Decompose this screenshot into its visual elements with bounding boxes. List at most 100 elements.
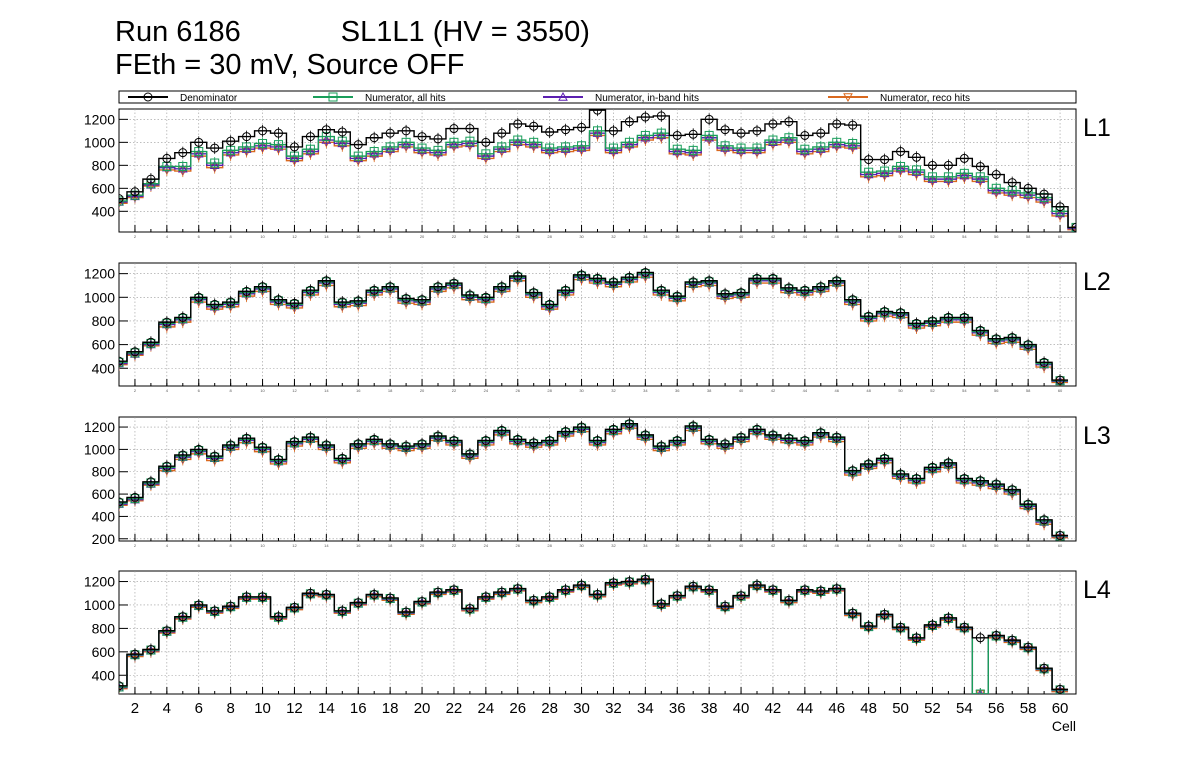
data-point (927, 160, 937, 170)
data-point (321, 589, 331, 599)
x-tick-label: 26 (509, 700, 526, 717)
data-point (577, 141, 587, 151)
x-tick-label: 44 (797, 700, 814, 717)
x-tick-label-small: 36 (675, 234, 680, 239)
x-tick-label: 14 (318, 700, 335, 717)
data-point (529, 137, 539, 147)
data-point (401, 137, 411, 147)
legend-box (118, 90, 1077, 104)
data-point (449, 585, 459, 595)
x-tick-label-small: 42 (771, 543, 776, 548)
data-point (369, 133, 379, 143)
data-point (289, 298, 299, 308)
data-point (975, 161, 985, 171)
series-numerator-all-hits (119, 124, 1076, 232)
y-tick-label: 1200 (84, 266, 115, 282)
data-point (178, 161, 188, 171)
x-tick-label-small: 48 (866, 543, 871, 548)
data-point (545, 143, 555, 153)
data-point (210, 143, 220, 153)
data-point (194, 292, 204, 302)
series-denominator (119, 266, 1069, 386)
data-point (178, 612, 188, 622)
x-tick-label: 10 (254, 700, 271, 717)
data-point (752, 126, 762, 136)
series-denominator (119, 417, 1069, 541)
data-point (593, 126, 602, 136)
data-point (178, 312, 188, 322)
x-tick-label-small: 14 (324, 388, 329, 393)
data-point (1023, 499, 1033, 509)
data-point (433, 431, 443, 441)
data-point (943, 160, 953, 170)
data-point (226, 136, 236, 146)
data-point (337, 453, 347, 463)
panel-L2: 2 4 6 8 10 12 14 16 18 20 22 24 26 28 30 32 34 36 38 40 42 44… (84, 262, 1111, 393)
data-point (784, 433, 794, 443)
legend-label-3: Numerator, reco hits (880, 93, 970, 104)
data-point (832, 137, 842, 147)
data-point (1023, 642, 1033, 652)
x-tick-label-small: 36 (675, 543, 680, 548)
data-point (624, 577, 634, 587)
data-point (848, 608, 858, 618)
data-point (561, 427, 571, 437)
data-point (119, 681, 124, 691)
data-point (768, 273, 778, 283)
data-point (481, 435, 491, 445)
data-point (433, 587, 443, 597)
x-tick-label-small: 22 (452, 234, 457, 239)
x-tick-label-small: 28 (547, 543, 552, 548)
data-point (672, 591, 682, 601)
x-tick-label-small: 12 (292, 234, 297, 239)
y-tick-label: 1000 (84, 441, 115, 457)
data-point (768, 430, 778, 440)
data-point (274, 128, 283, 138)
data-point (274, 612, 283, 622)
x-tick-label-small: 14 (324, 543, 329, 548)
series-line (119, 578, 1069, 691)
x-tick-label-small: 46 (835, 543, 840, 548)
y-tick-label: 1200 (84, 111, 115, 127)
layer-label: L3 (1083, 422, 1111, 450)
data-point (991, 479, 1001, 489)
x-tick-label-small: 6 (198, 234, 201, 239)
x-tick-label-small: 2 (134, 234, 137, 239)
x-tick-label: 58 (1020, 700, 1037, 717)
data-point (385, 439, 395, 449)
layer-label: L1 (1083, 114, 1111, 142)
x-tick-label-small: 30 (579, 388, 584, 393)
data-point (688, 421, 698, 431)
x-tick-label-small: 52 (930, 543, 935, 548)
layer-label: L4 (1083, 576, 1111, 604)
data-point (130, 187, 140, 197)
data-point (896, 147, 906, 157)
legend-marker-2 (558, 91, 568, 101)
data-point (497, 282, 507, 292)
data-point (194, 137, 204, 147)
y-tick-label: 600 (92, 337, 116, 353)
data-point (927, 316, 937, 326)
data-point (497, 142, 507, 152)
data-point (832, 276, 842, 286)
data-point (736, 143, 746, 153)
data-point (449, 278, 459, 288)
series-line (119, 130, 1076, 229)
data-point (943, 172, 953, 182)
x-tick-label-small: 20 (420, 388, 425, 393)
chart-panels: 2 4 6 8 10 12 14 16 18 20 22 24 26 28 30 32 34 36 38 40 42 44… (84, 108, 1111, 734)
data-point (130, 649, 140, 659)
x-tick-label-small: 56 (994, 543, 999, 548)
x-tick-label-small: 32 (611, 543, 616, 548)
data-point (385, 142, 395, 152)
data-point (624, 117, 634, 127)
data-point (608, 424, 618, 434)
x-tick-label-small: 50 (898, 388, 903, 393)
data-point (752, 580, 762, 590)
data-point (800, 130, 810, 140)
data-point (258, 126, 268, 136)
data-point (593, 435, 602, 445)
x-tick-label: 36 (669, 700, 686, 717)
data-point (736, 288, 746, 298)
